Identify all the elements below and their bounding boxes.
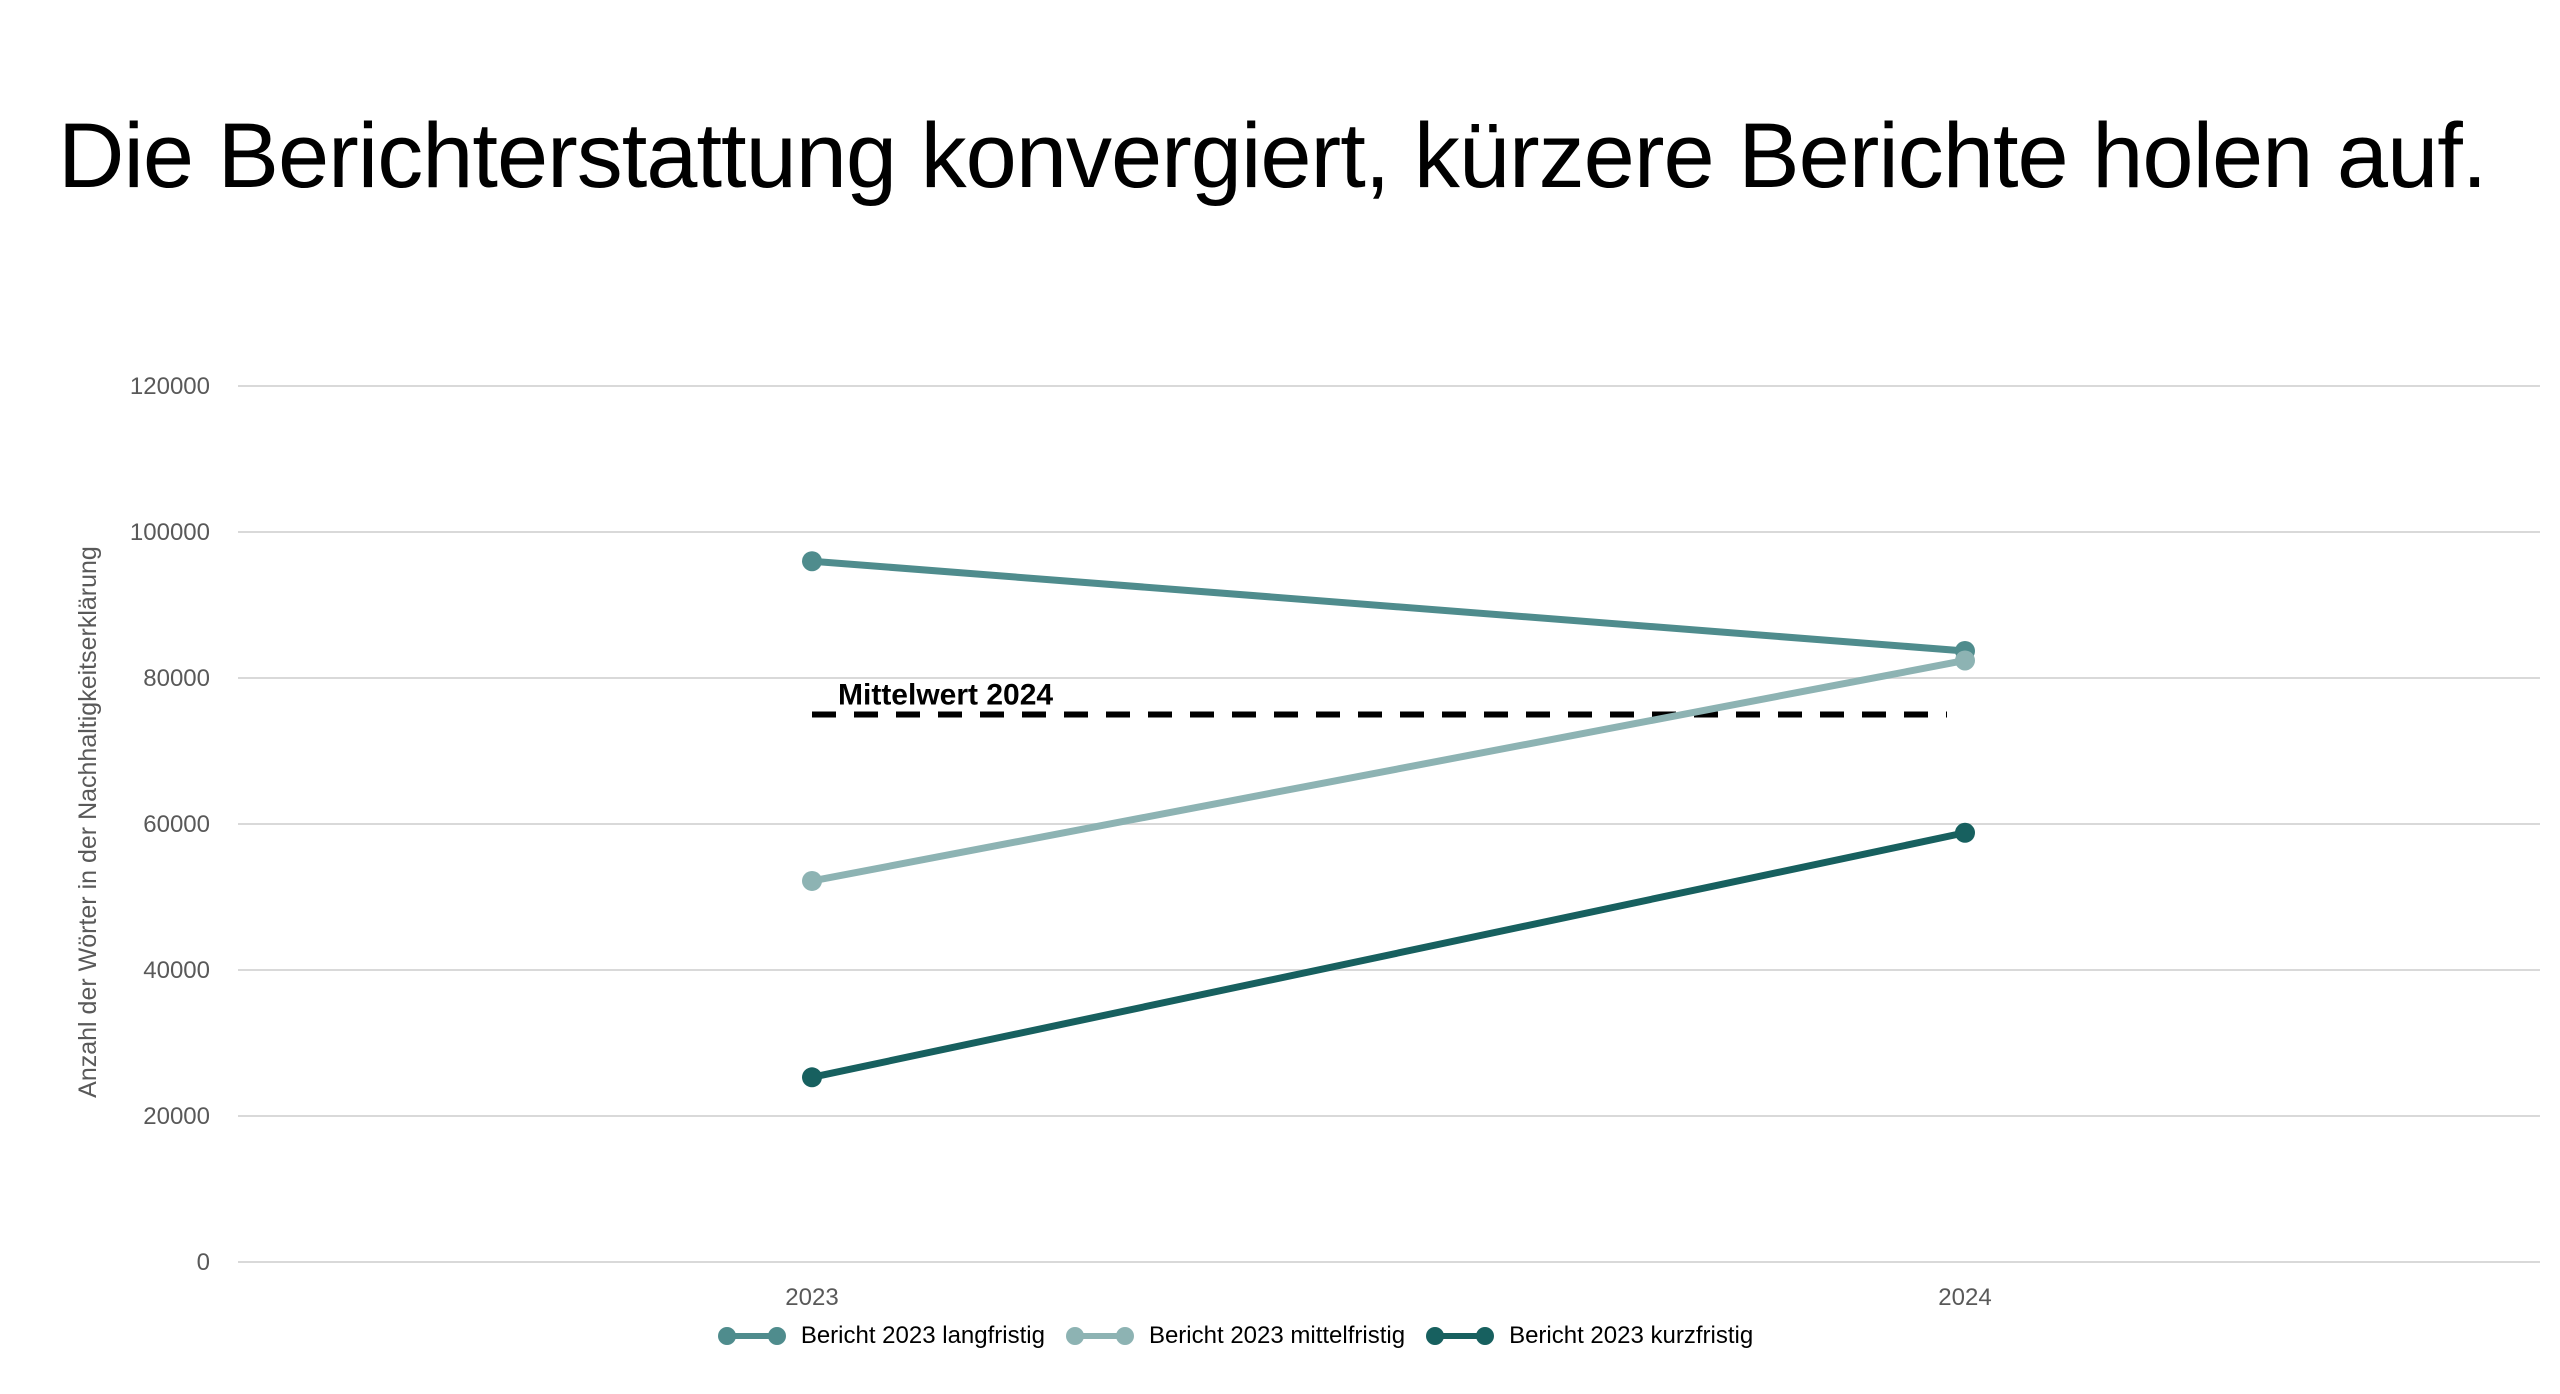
series-line xyxy=(808,557,1969,655)
x-tick-labels: 2023 2024 xyxy=(785,1284,1991,1311)
series-line xyxy=(808,829,1969,1081)
y-tick-label: 80000 xyxy=(143,665,210,692)
legend-swatch-marker xyxy=(1476,1327,1495,1345)
legend-swatch-marker xyxy=(717,1327,736,1345)
reference-line-label: Mittelwert 2024 xyxy=(838,679,1053,712)
series-lines xyxy=(802,551,1975,1088)
legend-swatch-marker xyxy=(1065,1327,1084,1345)
data-point xyxy=(802,1067,822,1088)
legend-swatch-marker xyxy=(767,1327,786,1345)
legend-swatch xyxy=(1426,1327,1495,1345)
legend-swatch-marker xyxy=(1426,1327,1445,1345)
series-line xyxy=(808,656,1969,885)
y-tick-labels: 0 20000 40000 60000 80000 100000 120000 xyxy=(130,373,210,1276)
data-point xyxy=(802,870,822,891)
y-axis-title: Anzahl der Wörter in der Nachhaltigkeits… xyxy=(74,546,102,1098)
legend-label: Bericht 2023 mittelfristig xyxy=(1148,1322,1406,1349)
slide-title: Die Berichterstattung konvergiert, kürze… xyxy=(58,105,2487,207)
legend-swatch xyxy=(717,1327,786,1345)
legend-swatch xyxy=(1065,1327,1134,1345)
legend-item: Bericht 2023 langfristig xyxy=(717,1322,1045,1350)
data-point xyxy=(1955,822,1975,843)
x-tick-label: 2023 xyxy=(785,1284,838,1311)
gridlines xyxy=(238,385,2540,1263)
legend: Bericht 2023 langfristig Bericht 2023 mit… xyxy=(0,1322,2560,1350)
y-tick-label: 100000 xyxy=(130,519,210,546)
reference-line-group: Mittelwert 2024 xyxy=(812,679,1947,718)
legend-item: Bericht 2023 kurzfristig xyxy=(1425,1322,1753,1350)
y-tick-label: 60000 xyxy=(143,811,210,838)
legend-label: Bericht 2023 langfristig xyxy=(800,1322,1045,1349)
data-point xyxy=(1955,650,1975,671)
y-tick-label: 20000 xyxy=(143,1103,210,1130)
y-tick-label: 40000 xyxy=(143,957,210,984)
legend-swatch-marker xyxy=(1115,1327,1134,1345)
legend-item: Bericht 2023 mittelfristig xyxy=(1065,1322,1405,1350)
y-tick-label: 120000 xyxy=(130,373,210,400)
y-tick-label: 0 xyxy=(197,1249,210,1276)
legend-label: Bericht 2023 kurzfristig xyxy=(1509,1322,1754,1349)
x-tick-label: 2024 xyxy=(1938,1284,1991,1311)
data-point xyxy=(802,551,822,572)
